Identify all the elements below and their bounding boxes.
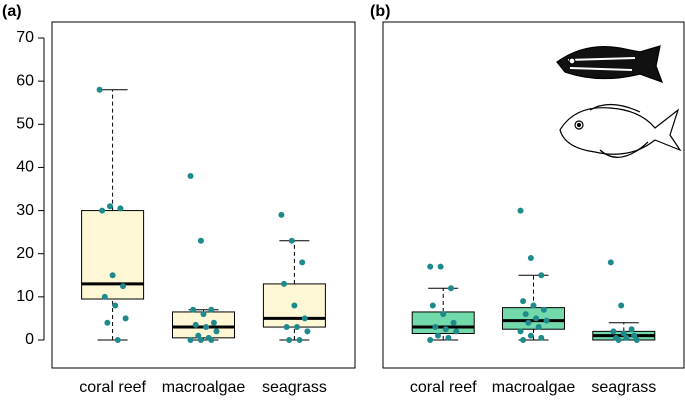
data-point <box>299 259 306 266</box>
data-point <box>610 328 617 335</box>
data-point <box>107 203 113 210</box>
plot-frame <box>51 21 356 369</box>
data-point <box>210 319 217 326</box>
data-point <box>112 302 119 309</box>
data-point <box>543 317 550 324</box>
data-point <box>291 302 298 309</box>
data-point <box>208 306 215 313</box>
data-point <box>96 86 103 93</box>
x-tick-label: coral reef <box>79 379 146 396</box>
data-point <box>631 332 638 339</box>
y-tick-label: 30 <box>16 202 34 219</box>
data-point <box>442 326 449 333</box>
data-point <box>453 328 460 335</box>
plot-frame <box>382 21 685 369</box>
data-point <box>538 334 545 341</box>
x-tick-label: macroalgae <box>162 379 246 396</box>
data-point <box>187 173 194 180</box>
y-tick-label: 70 <box>16 29 34 46</box>
x-tick-label: seagrass <box>591 379 656 396</box>
data-point <box>278 211 285 218</box>
data-point <box>427 263 434 270</box>
data-point <box>197 337 204 343</box>
data-point <box>448 285 454 292</box>
data-point <box>618 302 625 309</box>
data-point <box>203 324 210 331</box>
data-point <box>522 311 529 318</box>
data-point <box>628 326 635 333</box>
x-tick-label: seagrass <box>262 379 327 396</box>
data-point <box>437 263 444 270</box>
data-point <box>623 334 630 341</box>
box <box>81 210 145 300</box>
data-point <box>109 272 116 279</box>
x-tick-label: coral reef <box>410 379 477 396</box>
data-point <box>281 280 287 287</box>
data-point <box>535 324 542 331</box>
data-point <box>517 328 524 335</box>
data-point <box>440 311 447 318</box>
data-point <box>301 315 308 322</box>
y-tick-label: 20 <box>16 245 34 262</box>
data-point <box>607 259 614 266</box>
data-point <box>538 272 545 279</box>
data-point <box>520 298 527 305</box>
data-point <box>208 337 215 343</box>
data-point <box>117 205 124 212</box>
data-point <box>525 319 532 326</box>
data-point <box>288 237 295 244</box>
data-point <box>527 255 534 262</box>
data-point <box>122 315 129 322</box>
data-point <box>213 328 220 335</box>
data-point <box>286 337 293 343</box>
fish-icons <box>556 45 682 158</box>
data-point <box>187 337 194 343</box>
data-point <box>192 321 199 328</box>
data-point <box>435 332 441 339</box>
data-point <box>190 306 197 313</box>
data-point <box>633 337 640 343</box>
data-point <box>615 337 622 343</box>
data-point <box>114 337 121 343</box>
data-point <box>294 324 300 331</box>
data-point <box>445 334 452 341</box>
y-tick-label: 10 <box>16 288 34 305</box>
data-point <box>99 207 106 214</box>
data-point <box>620 330 627 337</box>
data-point <box>530 302 537 309</box>
data-point <box>517 207 524 214</box>
data-point <box>195 332 202 339</box>
data-point <box>432 324 439 331</box>
y-tick-label: 0 <box>25 331 34 348</box>
data-point <box>197 237 204 244</box>
x-tick-label: macroalgae <box>492 379 576 396</box>
data-point <box>101 293 108 300</box>
y-tick-label: 50 <box>16 116 34 133</box>
data-point <box>104 319 111 326</box>
data-point <box>533 315 540 322</box>
data-point <box>120 283 126 290</box>
data-point <box>450 319 457 326</box>
data-point <box>527 332 534 339</box>
panel-label: (a) <box>2 3 22 20</box>
panel-label: (b) <box>370 3 390 20</box>
data-point <box>200 311 207 318</box>
data-point <box>304 328 311 335</box>
y-tick-label: 60 <box>16 72 34 89</box>
data-point <box>283 324 290 331</box>
y-tick-label: 40 <box>16 159 34 176</box>
data-point <box>427 337 434 343</box>
data-point <box>296 337 303 343</box>
data-point <box>540 306 547 313</box>
data-point <box>429 302 436 309</box>
data-point <box>520 337 527 343</box>
